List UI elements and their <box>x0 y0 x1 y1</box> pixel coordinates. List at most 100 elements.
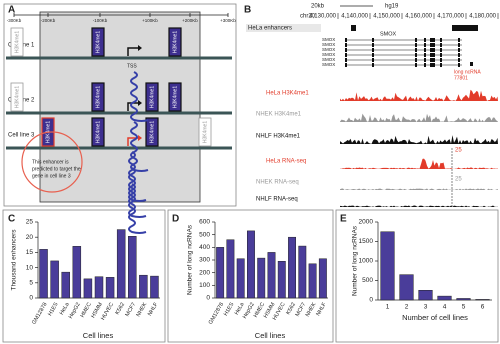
annotation: predicted to target the <box>32 166 81 172</box>
gene-label: SMOX <box>380 31 397 37</box>
lncrna-label: long ncRNA <box>454 69 481 75</box>
position-label: -200Kb <box>41 18 56 23</box>
track-label: NHLF RNA-seq <box>256 197 298 203</box>
active-enhancer <box>145 82 159 112</box>
inactive-enhancer <box>10 82 24 112</box>
bar <box>226 239 235 299</box>
exon <box>458 48 460 52</box>
exon <box>458 53 460 57</box>
y-tick-label: 100 <box>199 282 210 289</box>
rna-transcript <box>128 167 147 218</box>
bar <box>116 229 126 299</box>
y-tick-label: 10 <box>26 264 34 271</box>
track-scale: 25 <box>455 177 462 183</box>
exon <box>430 43 435 47</box>
gene-label: SMOX <box>322 47 335 52</box>
exon <box>372 63 374 67</box>
exon <box>372 53 374 57</box>
mark-label: H3K4me1 <box>95 31 101 53</box>
coord-label: 4,180,000 <box>469 14 496 20</box>
tss-arrow <box>127 137 138 146</box>
track-scale: 25 <box>455 148 462 154</box>
y-tick-label: 600 <box>199 219 210 226</box>
exon <box>415 43 417 47</box>
bar <box>437 295 452 301</box>
tss-arrow <box>127 102 138 111</box>
position-label: +100Kb <box>142 18 158 23</box>
bar <box>216 247 225 299</box>
mark-label: H3K4me1 <box>149 121 155 143</box>
coord-label: 4,130,000 <box>309 14 336 20</box>
hela-enhancers-bg <box>246 24 321 32</box>
track-label: HeLa RNA-seq <box>266 159 306 165</box>
exon <box>415 63 417 67</box>
exon <box>424 53 426 57</box>
bar <box>150 275 159 299</box>
bar <box>61 271 70 299</box>
panel-label: C <box>8 214 15 225</box>
chrom-label: chr20: <box>300 14 317 20</box>
x-tick-label: 3 <box>424 304 428 311</box>
rna-transcript <box>130 71 149 122</box>
track-label: HeLa H3K4me1 <box>266 91 309 97</box>
bar <box>308 263 317 299</box>
panel-label: D <box>172 214 179 225</box>
x-tick-label: K562 <box>115 302 127 316</box>
gene-label: SMOX <box>322 42 335 47</box>
exon <box>424 38 426 42</box>
inactive-enhancer <box>198 117 212 147</box>
exon <box>345 43 347 47</box>
active-enhancer <box>168 82 182 112</box>
rna-transcript <box>128 151 147 202</box>
signal-track <box>340 113 498 122</box>
position-label: +300Kb <box>220 18 236 23</box>
track-label: NHEK RNA-seq <box>256 180 299 186</box>
x-tick-label: H1ES <box>223 301 236 317</box>
exon <box>440 58 442 62</box>
x-axis-label: Number of cell lines <box>402 313 468 322</box>
y-tick-label: 0 <box>206 295 210 302</box>
exon <box>440 53 442 57</box>
x-tick-label: 2 <box>405 304 409 311</box>
bar <box>83 278 93 299</box>
exon <box>345 48 347 52</box>
bar <box>257 257 266 299</box>
bar <box>72 246 82 299</box>
active-enhancer <box>145 117 159 147</box>
coord-label: 4,150,000 <box>373 14 400 20</box>
panel-label: B <box>244 5 251 16</box>
lncrna-block <box>470 62 473 66</box>
mark-label: H3K4me1 <box>14 31 20 53</box>
exon <box>345 58 347 62</box>
bar <box>288 236 296 299</box>
exon <box>430 48 435 52</box>
exon <box>430 63 435 67</box>
exon <box>440 43 442 47</box>
y-tick-label: 200 <box>199 269 210 276</box>
bar <box>318 258 327 299</box>
exon <box>458 38 460 42</box>
y-tick-label: 15 <box>26 249 34 256</box>
exon <box>440 38 442 42</box>
mark-label: H3K4me1 <box>149 86 155 108</box>
gene-label: SMOX <box>322 57 335 62</box>
exon <box>424 48 426 52</box>
tss-label: TSS <box>127 63 137 69</box>
y-tick-label: 2000 <box>359 219 374 226</box>
x-tick-label: GM12878 <box>31 302 48 326</box>
exon <box>345 63 347 67</box>
y-tick-label: 5 <box>29 280 33 287</box>
mark-label: H3K4me1 <box>172 86 178 108</box>
bar <box>380 231 395 301</box>
exon <box>415 58 417 62</box>
bar <box>247 230 255 299</box>
active-enhancer <box>91 27 105 57</box>
exon <box>430 58 435 62</box>
rna-transcript <box>130 121 149 172</box>
exon <box>424 43 426 47</box>
exon <box>415 53 417 57</box>
x-axis-label: Cell lines <box>255 331 286 340</box>
lncrna-label: 77801 <box>454 75 468 81</box>
x-tick-label: NHEK <box>136 301 149 318</box>
